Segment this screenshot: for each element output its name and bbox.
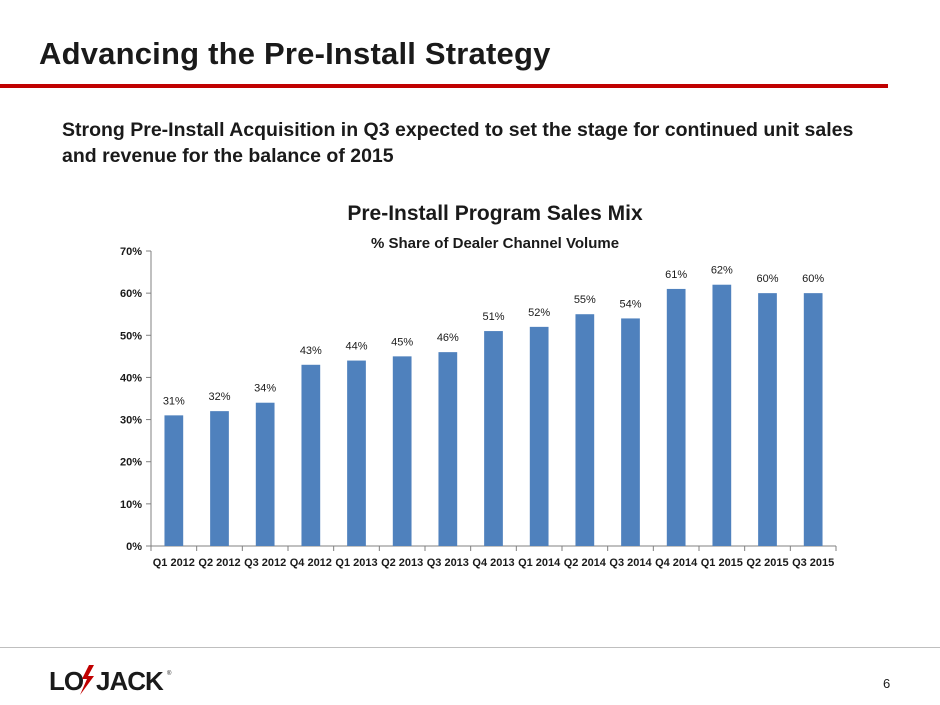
x-category-label: Q1 2015 [701, 557, 743, 569]
title-rule [0, 84, 888, 88]
y-tick-label: 50% [120, 330, 142, 342]
bar-value-label: 60% [756, 273, 778, 285]
svg-text:LO: LO [49, 666, 84, 696]
bar-value-label: 44% [345, 341, 367, 353]
bar-value-label: 62% [711, 265, 733, 277]
y-tick-label: 60% [120, 288, 142, 300]
bar [758, 293, 777, 546]
svg-text:JACK: JACK [96, 666, 164, 696]
bar-value-label: 52% [528, 307, 550, 319]
x-category-label: Q1 2012 [153, 557, 195, 569]
y-tick-label: 0% [126, 541, 142, 553]
bar [712, 284, 732, 546]
x-category-label: Q1 2014 [518, 557, 561, 569]
bar-value-label: 43% [300, 345, 322, 357]
bar-value-label: 45% [391, 336, 413, 348]
footer-rule [0, 647, 940, 648]
bar [803, 293, 823, 546]
bar-value-label: 55% [574, 294, 596, 306]
bar-value-label: 46% [437, 332, 459, 344]
bar-value-label: 31% [163, 395, 185, 407]
bar [438, 352, 458, 546]
bar [164, 415, 184, 546]
y-tick-label: 70% [120, 246, 142, 258]
slide-subtitle: Strong Pre-Install Acquisition in Q3 exp… [62, 119, 854, 167]
bar [301, 364, 321, 546]
y-tick-label: 20% [120, 457, 142, 469]
x-category-label: Q2 2015 [746, 557, 788, 569]
bar [347, 360, 366, 546]
x-category-label: Q1 2013 [335, 557, 377, 569]
bar [484, 331, 503, 546]
bar-value-label: 32% [208, 391, 230, 403]
bar [529, 326, 549, 546]
bar-value-label: 54% [619, 298, 641, 310]
y-tick-label: 10% [120, 499, 142, 511]
y-tick-label: 40% [120, 372, 142, 384]
x-category-label: Q3 2015 [792, 557, 834, 569]
x-category-label: Q3 2014 [609, 557, 652, 569]
bar [210, 411, 229, 546]
x-category-label: Q2 2012 [198, 557, 240, 569]
bar [666, 288, 686, 546]
x-category-label: Q3 2013 [427, 557, 469, 569]
x-category-label: Q4 2014 [655, 557, 698, 569]
x-category-label: Q4 2013 [472, 557, 514, 569]
x-category-label: Q2 2013 [381, 557, 423, 569]
svg-text:®: ® [167, 670, 172, 677]
bar-value-label: 34% [254, 383, 276, 395]
bar-value-label: 60% [802, 273, 824, 285]
chart-subtitle: % Share of Dealer Channel Volume [370, 235, 620, 252]
bar [392, 356, 412, 546]
y-tick-label: 30% [120, 415, 142, 427]
lojack-logo: LO JACK ® [49, 665, 172, 696]
x-category-label: Q4 2012 [290, 557, 332, 569]
chart-title: Pre-Install Program Sales Mix [347, 202, 643, 225]
slide-title: Advancing the Pre-Install Strategy [39, 36, 551, 71]
x-category-label: Q3 2012 [244, 557, 286, 569]
x-category-label: Q2 2014 [564, 557, 607, 569]
bar [255, 402, 275, 546]
bar-value-label: 61% [665, 269, 687, 281]
page-number: 6 [883, 676, 891, 691]
bar-value-label: 51% [482, 311, 504, 323]
bar [621, 318, 640, 546]
bar [575, 314, 595, 546]
